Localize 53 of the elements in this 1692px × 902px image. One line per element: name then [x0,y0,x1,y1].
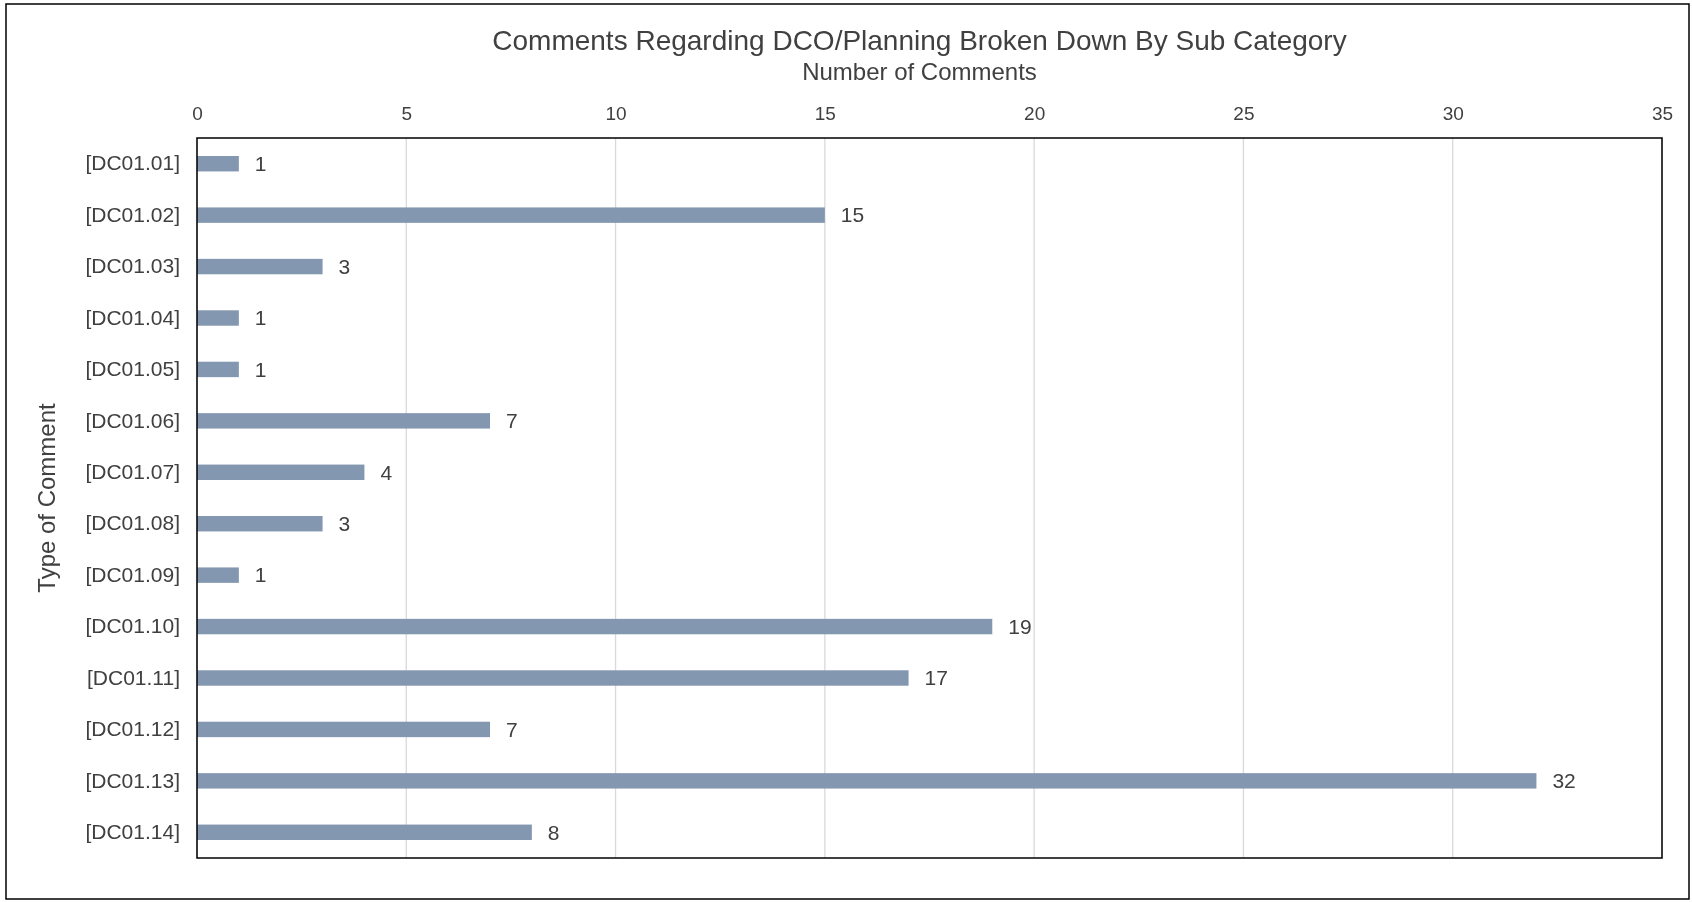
bar [197,618,993,635]
y-tick-label: [DC01.09] [85,562,180,586]
x-tick-label: 30 [1442,103,1464,124]
data-label: 1 [254,563,267,587]
y-tick-label: [DC01.12] [85,717,180,741]
data-label: 1 [254,306,267,330]
bar [197,413,490,429]
y-tick-label: [DC01.05] [85,357,180,381]
x-axis-title: Number of Comments [802,58,1037,85]
y-tick-label: [DC01.01] [85,151,180,175]
y-tick-label: [DC01.08] [85,511,180,535]
data-label: 17 [924,666,948,690]
data-label: 1 [254,152,267,176]
x-tick-label: 15 [814,103,836,124]
y-tick-label: [DC01.07] [85,460,180,484]
x-tick-label: 20 [1024,103,1046,124]
y-tick-label: [DC01.04] [85,305,180,329]
x-tick-label: 25 [1233,103,1255,124]
bar [197,567,239,583]
data-label: 1 [254,357,267,381]
x-tick-label: 0 [192,103,203,124]
bar [197,824,532,840]
bar [197,207,825,223]
data-label: 8 [547,820,560,844]
x-tick-label: 35 [1651,103,1674,124]
bar [197,721,490,738]
y-tick-label: [DC01.11] [87,665,180,689]
bar [197,156,239,172]
bar [197,310,239,326]
data-label: 32 [1552,769,1576,793]
bar [197,258,323,275]
data-label: 3 [338,254,351,278]
bar [197,516,323,532]
chart-title: Comments Regarding DCO/Planning Broken Down By Sub Category [492,25,1347,56]
y-tick-label: [DC01.03] [85,254,180,278]
data-label: 19 [1008,614,1032,638]
x-tick-label: 5 [401,103,413,124]
y-tick-label: [DC01.13] [85,768,180,792]
data-label: 7 [506,409,518,433]
y-tick-label: [DC01.10] [85,614,180,638]
y-tick-label: [DC01.02] [85,202,180,226]
bar [197,670,909,686]
data-label: 3 [338,512,351,536]
bar [197,361,239,378]
y-axis-title: Type of Comment [33,402,60,593]
x-tick-label: 10 [605,103,627,124]
bar [197,773,1537,789]
data-label: 4 [380,460,393,484]
bar [197,464,365,480]
data-label: 15 [840,203,865,227]
y-tick-label: [DC01.06] [85,408,180,432]
y-tick-label: [DC01.14] [85,820,180,844]
data-label: 7 [506,717,518,741]
